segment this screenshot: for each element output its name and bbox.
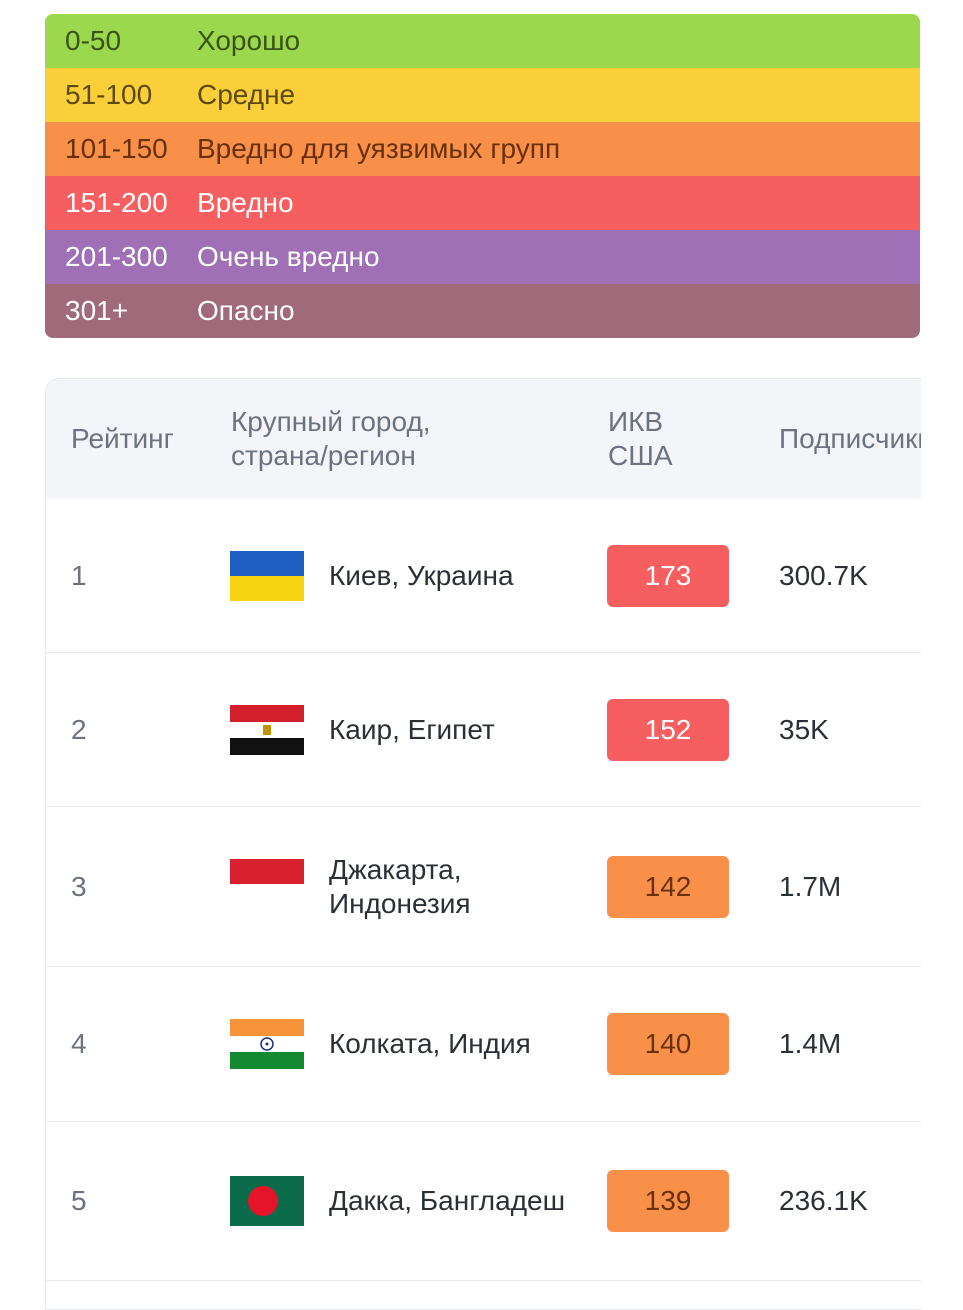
legend-range: 0-50 (65, 25, 122, 56)
city-name-link[interactable]: Каир, Египет (329, 713, 495, 745)
ukraine-flag-icon (230, 550, 304, 601)
followers-value: 236.1K (779, 1185, 868, 1216)
header-aqi[interactable]: ИКВ США (608, 406, 673, 471)
city-name-link[interactable]: Киев, Украина (329, 559, 514, 591)
aqi-badge: 142 (607, 855, 729, 918)
city-name-link[interactable]: Колката, Индия (329, 1028, 531, 1059)
bangladesh-flag-icon (230, 1176, 304, 1226)
rank-value: 4 (71, 1028, 87, 1059)
table-header: Рейтинг Крупный город, страна/регион ИКВ… (46, 379, 921, 499)
legend-range: 151-200 (65, 187, 168, 218)
followers-value: 35K (779, 713, 829, 745)
header-city[interactable]: Крупный город, страна/регион (231, 406, 431, 471)
egypt-flag-icon (230, 704, 304, 755)
aqi-badge: 173 (607, 544, 729, 607)
legend-row-hazardous: 301+ Опасно (45, 284, 920, 338)
legend-row-unhealthy: 151-200 Вредно (45, 176, 920, 230)
header-followers[interactable]: Подписчики (779, 423, 921, 454)
followers-value: 1.7M (779, 870, 842, 902)
legend-label: Хорошо (197, 25, 301, 56)
legend-row-moderate: 51-100 Средне (45, 68, 920, 122)
city-name-link[interactable]: Джакарта, Индонезия (329, 853, 471, 919)
aqi-badge: 139 (607, 1170, 729, 1232)
aqi-badge: 152 (607, 698, 729, 761)
rank-value: 1 (71, 559, 87, 591)
legend-label: Опасно (197, 295, 295, 326)
legend-label: Средне (197, 79, 296, 110)
legend-range: 51-100 (65, 79, 153, 110)
city-name-link[interactable]: Дакка, Бангладеш (329, 1185, 566, 1216)
indonesia-flag-icon (230, 859, 304, 909)
header-rank[interactable]: Рейтинг (71, 423, 174, 454)
legend-range: 201-300 (65, 241, 168, 272)
legend-range: 101-150 (65, 133, 168, 164)
city-ranking-table: Рейтинг Крупный город, страна/регион ИКВ… (45, 378, 921, 1310)
legend-range: 301+ (65, 295, 129, 326)
followers-value: 300.7K (779, 559, 868, 591)
rank-value: 2 (71, 713, 87, 745)
table-row[interactable]: 3 Джакарта, Индонезия 142 1.7M (46, 807, 921, 967)
rank-value: 5 (71, 1185, 87, 1216)
table-row[interactable]: 2 Каир, Египет 152 35K (46, 653, 921, 807)
table-row[interactable]: 1 Киев, Украина 173 300.7K (46, 499, 921, 653)
india-flag-icon (230, 1019, 304, 1069)
legend-row-good: 0-50 Хорошо (45, 14, 920, 68)
table-row[interactable]: 4 Колката, Индия 140 1.4M (46, 967, 921, 1122)
rank-value: 3 (71, 870, 87, 902)
table-row[interactable]: 5 Дакка, Бангладеш 139 236.1K (46, 1122, 921, 1281)
legend-row-very-unhealthy: 201-300 Очень вредно (45, 230, 920, 284)
legend-row-unhealthy-sensitive: 101-150 Вредно для уязвимых групп (45, 122, 920, 176)
legend-label: Очень вредно (197, 241, 380, 272)
aqi-badge: 140 (607, 1013, 729, 1075)
aqi-legend: 0-50 Хорошо 51-100 Средне 101-150 Вредно… (45, 14, 920, 338)
followers-value: 1.4M (779, 1028, 842, 1059)
legend-label: Вредно для уязвимых групп (197, 133, 561, 164)
legend-label: Вредно (197, 187, 294, 218)
